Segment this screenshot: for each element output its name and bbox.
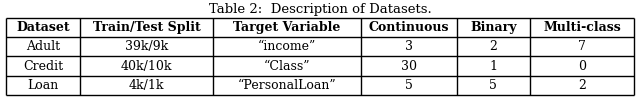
Text: 5: 5 [404,79,413,92]
Text: 2: 2 [578,79,586,92]
Text: 5: 5 [490,79,497,92]
Text: Continuous: Continuous [368,21,449,34]
Text: 2: 2 [490,40,497,53]
Text: 30: 30 [401,60,417,73]
Text: 39k/9k: 39k/9k [125,40,168,53]
Text: 40k/10k: 40k/10k [121,60,172,73]
Text: Train/Test Split: Train/Test Split [93,21,200,34]
Text: Table 2:  Description of Datasets.: Table 2: Description of Datasets. [209,3,431,16]
Text: Target Variable: Target Variable [233,21,340,34]
Text: “income”: “income” [258,40,316,53]
Text: Multi-class: Multi-class [543,21,621,34]
Text: Credit: Credit [23,60,63,73]
Text: 7: 7 [578,40,586,53]
Text: Binary: Binary [470,21,516,34]
Text: 0: 0 [578,60,586,73]
Text: “Class”: “Class” [264,60,310,73]
Text: 3: 3 [404,40,413,53]
Text: Loan: Loan [28,79,59,92]
Text: Adult: Adult [26,40,60,53]
Text: “PersonalLoan”: “PersonalLoan” [237,79,336,92]
Text: 4k/1k: 4k/1k [129,79,164,92]
Text: 1: 1 [490,60,497,73]
Text: Dataset: Dataset [17,21,70,34]
